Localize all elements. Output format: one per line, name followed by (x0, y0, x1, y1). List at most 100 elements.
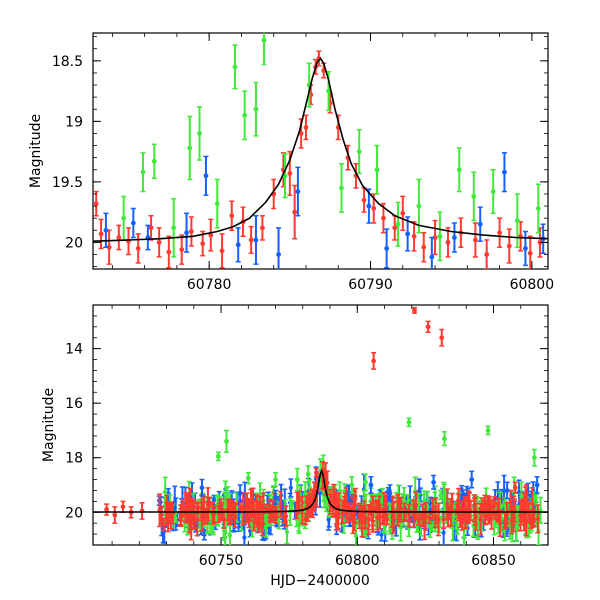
bottom-point-red-marker (112, 512, 118, 518)
top-point-red-marker (298, 131, 304, 136)
bottom-band-point-green (289, 499, 295, 511)
top-point-green (514, 193, 520, 248)
top-point-blue-marker (477, 221, 483, 227)
bottom-point-green (441, 431, 447, 447)
bottom-band-point-green-marker (173, 515, 178, 521)
top-x-ticks: 60780 60790 60800 (111, 33, 555, 293)
top-point-green-marker (171, 225, 177, 231)
top-point-blue-marker (276, 252, 281, 257)
top-point-blue (366, 188, 372, 224)
top-point-green (416, 178, 422, 234)
bottom-band-point-blue-marker (242, 535, 247, 540)
top-point-blue (276, 227, 282, 269)
bottom-point-blue-marker (237, 490, 243, 496)
bottom-band-point-red-marker (362, 516, 368, 521)
bottom-band-point-red-marker (456, 514, 461, 519)
bottom-band-point-red (260, 492, 266, 525)
bottom-band-point-red (367, 505, 373, 516)
bottom-point-red (104, 503, 110, 516)
bottom-band-point-red-marker (349, 511, 355, 517)
top-point-green (395, 201, 401, 247)
bottom-band-point-red (502, 512, 508, 530)
top-point-green-marker (395, 221, 401, 227)
bottom-band-point-blue-marker (326, 517, 331, 522)
top-point-red-marker (472, 237, 478, 243)
top-point-green-marker (214, 201, 220, 207)
bottom-band-point-red-marker (492, 512, 498, 517)
bottom-point-red (371, 351, 377, 370)
bottom-band-point-red (422, 507, 428, 541)
bottom-point-red-marker (120, 504, 126, 510)
bottom-point-green-marker (305, 471, 311, 477)
bottom-band-point-red-marker (199, 505, 204, 510)
bottom-band-point-green-marker (461, 535, 467, 540)
top-point-red (380, 202, 386, 234)
bottom-band-point-red-marker (258, 503, 263, 508)
top-point-blue (501, 152, 507, 193)
top-xtick-label: 60800 (510, 277, 555, 293)
top-point-green (437, 211, 443, 262)
bottom-band-point-red-marker (530, 516, 535, 521)
bottom-point-red-marker (439, 335, 445, 341)
top-point-red-marker (229, 213, 235, 219)
bottom-xtick-label: 60850 (471, 553, 516, 569)
bottom-band-point-green-marker (438, 492, 443, 498)
bottom-point-blue (534, 476, 540, 494)
bottom-band-point-red-marker (436, 517, 441, 522)
top-point-green-marker (253, 106, 259, 112)
bottom-band-point-green-marker (284, 529, 290, 534)
bottom-band-point-red-marker (306, 499, 311, 505)
top-point-blue (522, 230, 528, 267)
bottom-band-point-green-marker (514, 524, 519, 530)
bottom-point-green-marker (273, 477, 278, 482)
top-y-ticks: 18.5 19 19.5 20 (52, 36, 548, 267)
top-point-blue (429, 236, 435, 269)
bottom-point-blue (237, 484, 243, 503)
top-point-red (445, 227, 451, 258)
bottom-band-point-blue-marker (441, 530, 446, 535)
top-point-blue-marker (130, 220, 136, 226)
bottom-point-green (294, 467, 300, 492)
bottom-band-point-red-marker (362, 504, 367, 510)
bottom-point-blue (469, 470, 475, 489)
top-point-green-marker (232, 64, 238, 70)
top-point-green (140, 152, 146, 193)
top-point-blue-marker (452, 235, 457, 240)
top-point-blue-marker (295, 189, 301, 194)
top-data-points (93, 33, 546, 269)
bottom-band-point-red (178, 508, 184, 522)
top-point-red-marker (260, 225, 265, 231)
top-point-blue (130, 207, 136, 239)
bottom-band-point-red (477, 503, 483, 536)
top-point-red-marker (361, 197, 367, 203)
bottom-xtick-label: 60800 (335, 553, 380, 569)
bottom-band-point-red-marker (237, 504, 243, 509)
bottom-point-red-marker (512, 485, 518, 491)
bottom-point-blue-marker (504, 488, 510, 493)
top-point-red-marker (189, 229, 194, 234)
top-point-red-marker (219, 248, 225, 254)
bottom-ytick-label: 20 (65, 505, 83, 521)
top-point-red (135, 233, 141, 264)
bottom-point-blue-marker (368, 482, 374, 488)
bottom-point-green-marker (245, 475, 251, 481)
top-point-red (229, 200, 235, 232)
bottom-band-point-red-marker (190, 517, 195, 522)
top-point-blue (203, 155, 209, 196)
bottom-point-green-marker (363, 479, 368, 485)
top-point-green-marker (471, 193, 477, 199)
bottom-ytick-label: 14 (65, 342, 83, 358)
bottom-band-point-red-marker (261, 506, 266, 511)
top-point-blue (103, 212, 109, 248)
bottom-band-point-red-marker (383, 505, 389, 510)
bottom-band-point-red (303, 512, 309, 526)
bottom-band-point-red-marker (357, 513, 362, 518)
bottom-band-point-red (283, 505, 289, 527)
bottom-point-green (349, 476, 355, 494)
bottom-band-point-red (370, 495, 376, 522)
bottom-point-blue (199, 478, 205, 497)
top-point-red-marker (106, 244, 112, 250)
bottom-band-point-red-marker (413, 502, 418, 508)
bottom-band-point-blue-marker (317, 491, 323, 496)
bottom-band-point-red-marker (375, 506, 380, 512)
